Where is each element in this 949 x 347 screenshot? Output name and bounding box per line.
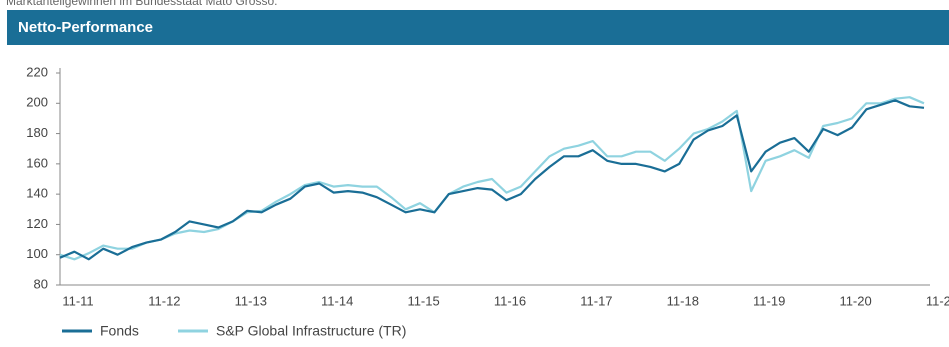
y-tick-label: 100 [26, 246, 48, 261]
series-line [59, 96, 925, 261]
x-tick-label: 11-18 [667, 293, 699, 308]
x-tick-label: 11-21 [926, 293, 949, 308]
x-tick-label: 11-13 [235, 293, 267, 308]
x-tick-label: 11-16 [494, 293, 526, 308]
title-bar [7, 10, 949, 45]
x-tick-label: 11-14 [321, 293, 353, 308]
x-tick-label: 11-12 [148, 293, 180, 308]
header-text: Marktanteilgewinnen im Bundesstaat Mato … [6, 0, 277, 8]
y-tick-label: 180 [26, 125, 48, 140]
y-tick-label: 120 [26, 216, 48, 231]
legend-label: S&P Global Infrastructure (TR) [216, 323, 406, 339]
legend-label: Fonds [100, 323, 139, 339]
y-tick-label: 160 [26, 155, 48, 170]
x-tick-label: 11-19 [753, 293, 785, 308]
x-tick-label: 11-17 [580, 293, 612, 308]
y-tick-label: 220 [26, 64, 48, 79]
chart-title: Netto-Performance [18, 19, 153, 36]
series-line [59, 99, 925, 261]
x-tick-label: 11-15 [407, 293, 439, 308]
x-tick-label: 11-11 [62, 293, 93, 308]
y-tick-label: 200 [26, 95, 48, 110]
x-tick-label: 11-20 [839, 293, 871, 308]
y-tick-label: 80 [34, 276, 48, 291]
y-tick-label: 140 [26, 186, 48, 201]
